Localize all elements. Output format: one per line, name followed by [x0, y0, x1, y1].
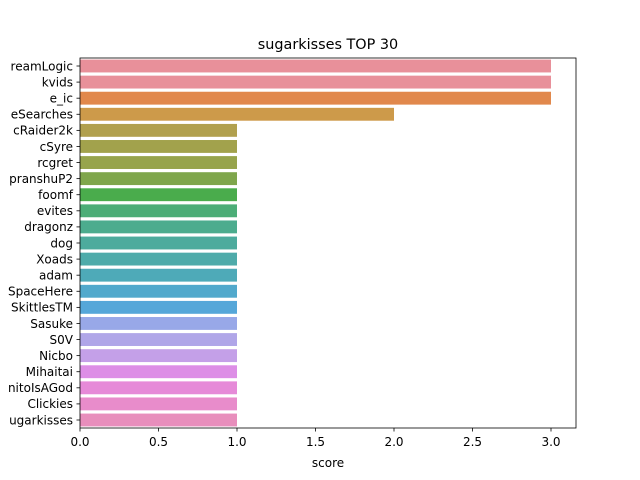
y-tick-label: Xoads — [36, 252, 73, 266]
x-tick-label: 0.0 — [70, 435, 89, 449]
y-tick-label: evites — [37, 204, 73, 218]
y-tick-label: dragonz — [24, 220, 73, 234]
y-tick-label: e_ic — [50, 91, 73, 105]
y-tick-label: nitoIsAGod — [8, 381, 73, 395]
x-tick-label: 3.0 — [541, 435, 560, 449]
bar — [80, 284, 237, 298]
plot-frame — [79, 57, 577, 429]
bar — [80, 107, 394, 121]
bar — [80, 156, 237, 169]
bar — [80, 204, 237, 218]
y-tick-label: Sasuke — [30, 317, 73, 331]
y-tick-label: kvids — [42, 75, 73, 89]
y-tick-label: foomf — [38, 188, 74, 202]
y-tick-label: Mihaitai — [26, 365, 73, 379]
x-tick-label: 1.0 — [227, 435, 246, 449]
bar — [80, 317, 237, 330]
x-tick-label: 0.5 — [149, 435, 168, 449]
x-axis-label: score — [312, 456, 344, 470]
bar — [80, 59, 551, 73]
bar — [80, 91, 551, 105]
chart-title: sugarkisses TOP 30 — [258, 37, 398, 53]
bar — [80, 75, 551, 89]
y-tick-label: dog — [50, 236, 73, 250]
y-tick-label: cSyre — [40, 140, 73, 154]
y-tick-label: pranshuP2 — [9, 172, 73, 186]
bar — [80, 172, 237, 186]
y-tick-label: eSearches — [11, 108, 73, 122]
bar — [80, 333, 237, 346]
bars-group — [80, 59, 551, 427]
bar — [80, 268, 237, 282]
bar — [80, 188, 237, 202]
x-tick-label: 1.5 — [306, 435, 325, 449]
bar — [80, 252, 237, 266]
bar — [80, 300, 237, 314]
y-tick-label: SpaceHere — [8, 285, 73, 299]
y-tick-label: Nicbo — [39, 349, 73, 363]
x-tick-label: 2.0 — [384, 435, 403, 449]
y-tick-label: SkittlesTM — [11, 301, 73, 315]
x-ticks: 0.0 0.5 1.0 1.5 2.0 2.5 3.0 — [70, 428, 561, 449]
bar — [80, 140, 237, 153]
y-tick-label: cRaider2k — [13, 124, 73, 138]
bar — [80, 220, 237, 234]
y-tick-label: adam — [39, 268, 73, 282]
y-tick-label: S0V — [50, 333, 74, 347]
bar — [80, 236, 237, 250]
bar — [80, 349, 237, 363]
y-tick-label: Clickies — [27, 397, 73, 411]
y-tick-label: ugarkisses — [9, 413, 73, 427]
bar — [80, 365, 237, 379]
bar — [80, 123, 237, 137]
bar — [80, 413, 237, 427]
bar — [80, 397, 237, 411]
y-tick-label: rcgret — [37, 156, 73, 170]
bar — [80, 381, 237, 395]
y-tick-label: reamLogic — [11, 59, 73, 73]
x-tick-label: 2.5 — [463, 435, 482, 449]
y-tick-labels: reamLogic kvids e_ic eSearches cRaider2k cSyr… — [8, 59, 80, 427]
